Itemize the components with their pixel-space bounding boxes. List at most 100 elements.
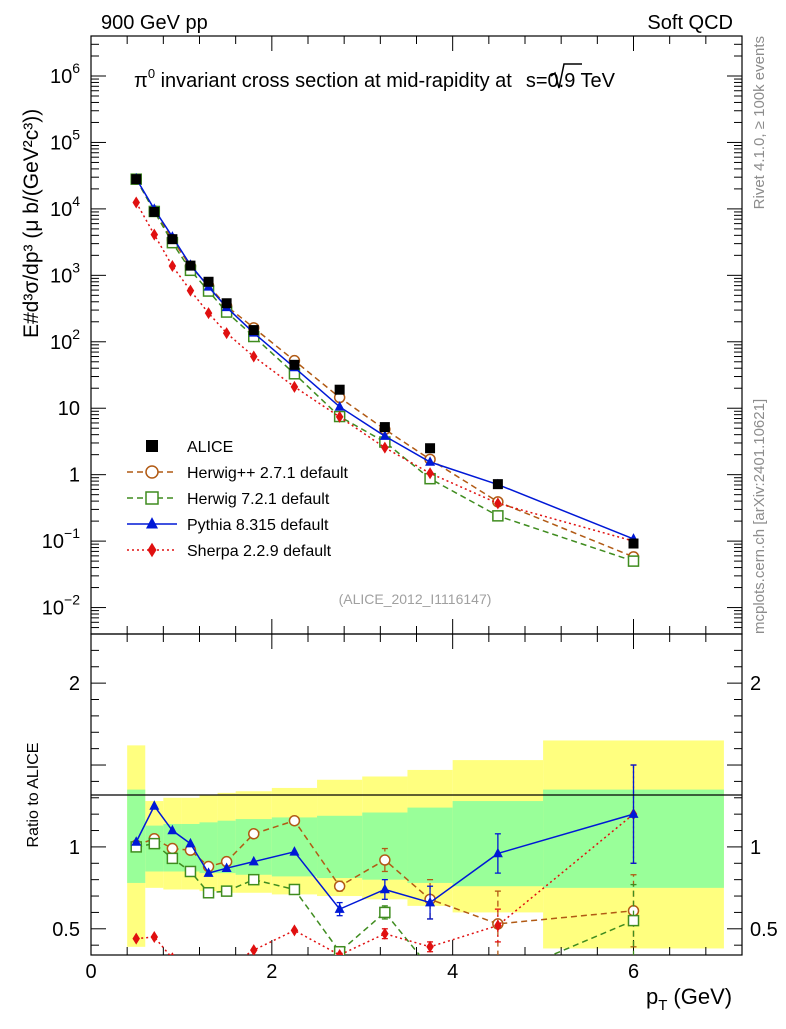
- legend-label-4: Sherpa 2.2.9 default: [187, 543, 332, 560]
- header-left: 900 GeV pp: [101, 12, 208, 34]
- main-point-0-11: [492, 479, 503, 490]
- ratio-point-4-3: [187, 960, 195, 972]
- legend-label-2: Herwig 7.2.1 default: [187, 491, 330, 508]
- title-main: invariant cross section at mid-rapidity …: [155, 70, 512, 92]
- chart-title: π0 invariant cross section at mid-rapidi…: [134, 66, 616, 92]
- y-tick-label-2: 104: [50, 193, 80, 221]
- main-point-4-4: [204, 307, 213, 320]
- ratio-point-3-7: [289, 846, 300, 856]
- y-tick-exp: 5: [72, 126, 80, 142]
- main-point-2-11: [492, 510, 504, 522]
- ratio-point-4-4: [205, 969, 213, 981]
- main-point-0-9: [379, 422, 390, 433]
- x-tick-label-3: 6: [628, 961, 639, 983]
- main-point-4-11: [494, 497, 502, 510]
- legend-marker-4: [147, 542, 157, 558]
- analysis-id: (ALICE_2012_I1116147): [339, 591, 492, 607]
- ratio-point-3-12: [628, 808, 639, 818]
- x-axis-label-sub: T: [658, 997, 667, 1014]
- legend-marker-0: [146, 440, 158, 452]
- main-point-4-6: [250, 350, 258, 363]
- ratio-point-3-4: [203, 867, 214, 877]
- main-point-4-0: [132, 196, 140, 209]
- ratio-point-3-3: [185, 837, 196, 848]
- ratio-point-1-8: [333, 880, 346, 892]
- y-tick-base: 10: [50, 199, 72, 221]
- y-tick-label-5: 10: [58, 398, 80, 420]
- ratio-point-3-8: [334, 903, 345, 913]
- rivet-label: Rivet 4.1.0, ≥ 100k events: [751, 36, 768, 209]
- x-axis-label-p: p: [646, 984, 658, 1009]
- main-point-3-9: [379, 430, 390, 440]
- ratio-point-2-6: [248, 873, 260, 886]
- sqrt-sign: [550, 63, 582, 89]
- ratio-point-3-6: [248, 855, 259, 866]
- ratio-tick-label-left-2: 0.5: [52, 919, 80, 941]
- y-axis-label: E#d³σ/dp³ (μ b/(GeV²c³)): [20, 109, 43, 338]
- ratio-tick-label-right-1: 1: [750, 837, 761, 859]
- y-tick-label-0: 106: [50, 60, 80, 88]
- legend: ALICE Herwig++ 2.7.1 default Herwig 7.2.1 …: [127, 439, 349, 560]
- legend-marker-2: [145, 491, 159, 505]
- y-tick-exp: −2: [64, 592, 80, 608]
- main-point-0-2: [167, 234, 178, 245]
- ratio-point-4-0: [132, 932, 140, 945]
- main-point-4-2: [168, 260, 177, 273]
- title-pi-sup: 0: [148, 66, 155, 81]
- ratio-tick-label-left-1: 1: [69, 837, 80, 859]
- y-tick-exp: 2: [72, 326, 80, 342]
- ratio-point-4-5: [223, 962, 231, 974]
- ratio-point-1-7: [288, 814, 301, 827]
- mcplots-label: mcplots.cern.ch [arXiv:2401.10621]: [751, 399, 768, 634]
- legend-marker-1: [145, 465, 159, 479]
- y-tick-base: 10: [58, 398, 80, 420]
- legend-label-3: Pythia 8.315 default: [187, 517, 329, 534]
- y-tick-base: 1: [69, 465, 80, 487]
- legend-label-0: ALICE: [187, 439, 233, 456]
- main-point-0-0: [131, 174, 142, 185]
- main-point-4-5: [222, 327, 231, 340]
- main-series: [130, 172, 640, 567]
- y-tick-base: 10: [50, 265, 72, 287]
- ratio-point-4-8: [335, 949, 344, 955]
- ratio-series: [130, 764, 640, 981]
- ratio-point-1-2: [166, 842, 179, 855]
- ratio-point-4-2: [170, 952, 175, 955]
- y-tick-label-4: 102: [50, 326, 80, 354]
- main-point-0-3: [185, 260, 196, 271]
- ratio-point-1-9: [379, 854, 391, 866]
- y-tick-exp: −1: [64, 525, 80, 541]
- x-tick-label-2: 4: [447, 961, 458, 983]
- ratio-point-4-6: [250, 944, 258, 955]
- ratio-point-2-12: [627, 914, 640, 927]
- title-pi: π: [134, 70, 148, 92]
- main-point-0-4: [203, 276, 214, 287]
- ratio-point-2-1: [148, 837, 161, 850]
- y-tick-label-7: 10−1: [42, 525, 80, 553]
- x-tick-label-0: 0: [85, 961, 96, 983]
- main-point-4-1: [150, 228, 159, 241]
- ratio-point-3-5: [221, 862, 232, 872]
- ratio-point-4-11: [494, 919, 502, 932]
- main-point-4-3: [186, 284, 195, 297]
- ratio-tick-label-left-0: 2: [69, 673, 80, 695]
- main-point-4-10: [426, 467, 434, 480]
- main-point-0-12: [628, 538, 639, 549]
- band-green-8: [317, 815, 363, 879]
- legend-marker-3: [146, 517, 158, 529]
- ratio-point-2-7: [288, 883, 301, 896]
- main-point-0-7: [289, 359, 300, 370]
- y-tick-label-1: 105: [50, 126, 80, 154]
- ratio-point-3-9: [379, 883, 390, 894]
- main-point-0-1: [149, 206, 160, 217]
- band-green-10: [407, 807, 453, 883]
- band-green-4: [199, 822, 218, 874]
- ratio-point-3-11: [492, 847, 503, 858]
- ratio-point-3-2: [167, 824, 178, 835]
- ratio-point-4-7: [290, 924, 299, 937]
- ratio-point-2-9: [379, 906, 391, 919]
- ratio-point-2-10: [425, 963, 435, 973]
